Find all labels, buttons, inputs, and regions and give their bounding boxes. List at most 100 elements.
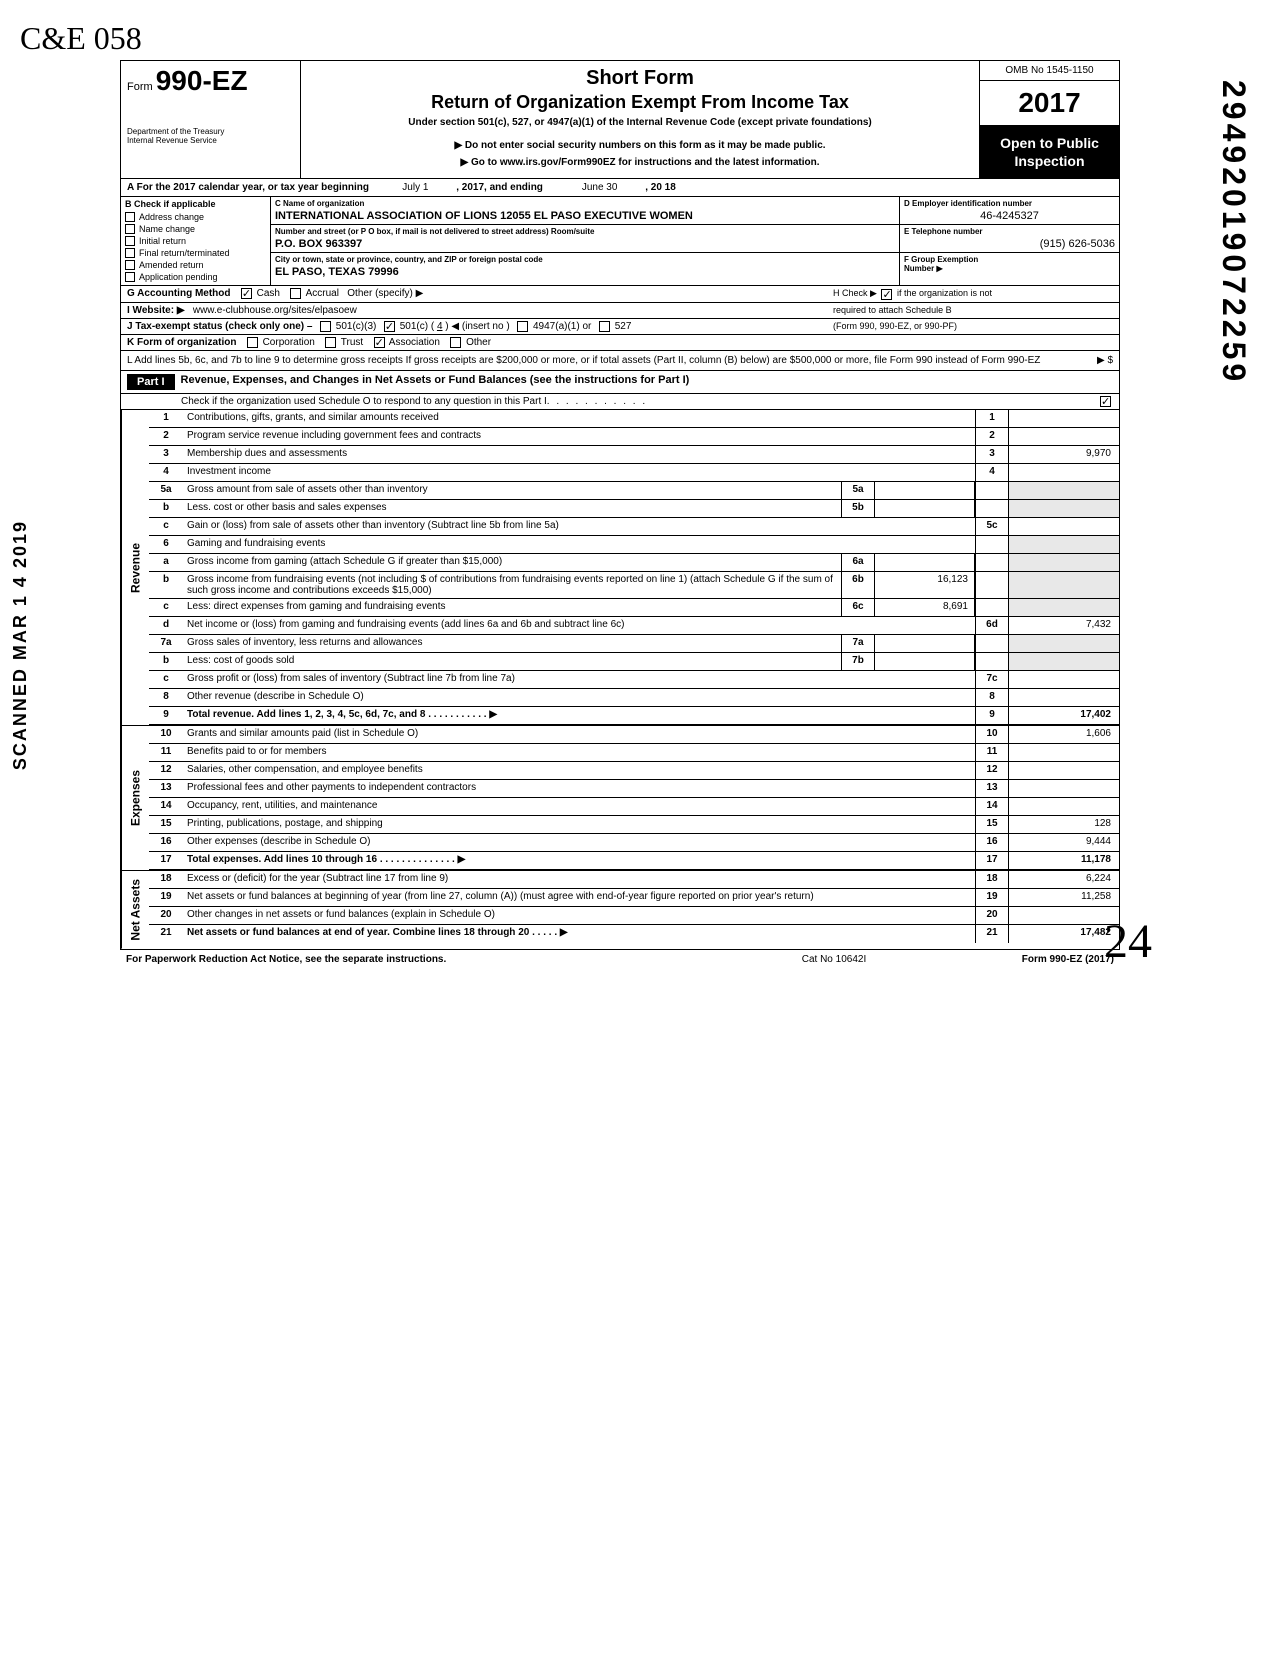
line-6c: cLess: direct expenses from gaming and f… bbox=[149, 599, 1119, 617]
revenue-section: Revenue 1Contributions, gifts, grants, a… bbox=[121, 410, 1119, 725]
line-8: 8Other revenue (describe in Schedule O)8 bbox=[149, 689, 1119, 707]
dln-vertical: 29492019072259 bbox=[1215, 80, 1252, 385]
group-exemption-number-label: Number ▶ bbox=[904, 264, 1115, 273]
phone-row: E Telephone number (915) 626-5036 bbox=[900, 225, 1119, 253]
row-l: L Add lines 5b, 6c, and 7b to line 9 to … bbox=[121, 351, 1119, 371]
year-bold: 17 bbox=[1050, 87, 1081, 118]
chk-accrual[interactable] bbox=[290, 288, 301, 299]
line-a-mid: , 2017, and ending bbox=[456, 182, 543, 193]
dept-treasury: Department of the Treasury bbox=[127, 127, 294, 136]
row-l-text: L Add lines 5b, 6c, and 7b to line 9 to … bbox=[127, 355, 1040, 366]
chk-corporation[interactable] bbox=[247, 337, 258, 348]
ein-value: 46-4245327 bbox=[904, 210, 1115, 222]
org-name-value: INTERNATIONAL ASSOCIATION OF LIONS 12055… bbox=[275, 210, 895, 222]
row-g: G Accounting Method Cash Accrual Other (… bbox=[121, 286, 1119, 302]
open-to-public: Open to Public Inspection bbox=[980, 126, 1119, 178]
chk-initial-return[interactable]: Initial return bbox=[125, 235, 266, 247]
chk-address-change[interactable]: Address change bbox=[125, 211, 266, 223]
accrual-label: Accrual bbox=[306, 289, 339, 300]
chk-cash[interactable] bbox=[241, 288, 252, 299]
group-exemption-row: F Group Exemption Number ▶ bbox=[900, 253, 1119, 275]
line-15: 15Printing, publications, postage, and s… bbox=[149, 816, 1119, 834]
col-c: C Name of organization INTERNATIONAL ASS… bbox=[271, 197, 899, 285]
expenses-section: Expenses 10Grants and similar amounts pa… bbox=[121, 725, 1119, 870]
col-def: D Employer identification number 46-4245… bbox=[899, 197, 1119, 285]
title-short-form: Short Form bbox=[311, 67, 969, 90]
h-check-label: H Check ▶ bbox=[833, 288, 877, 298]
tax-year-begin: July 1 bbox=[402, 182, 428, 193]
line-a: A For the 2017 calendar year, or tax yea… bbox=[121, 179, 1119, 197]
website-label: I Website: ▶ bbox=[127, 305, 185, 316]
ssn-warning: ▶ Do not enter social security numbers o… bbox=[311, 140, 969, 151]
h-text2: if the organization is not bbox=[897, 288, 992, 298]
line-10: 10Grants and similar amounts paid (list … bbox=[149, 726, 1119, 744]
row-h: H Check ▶ if the organization is not bbox=[833, 288, 1113, 299]
h-text4: (Form 990, 990-EZ, or 990-PF) bbox=[833, 321, 1113, 332]
line-12: 12Salaries, other compensation, and empl… bbox=[149, 762, 1119, 780]
chk-final-return[interactable]: Final return/terminated bbox=[125, 247, 266, 259]
row-j: J Tax-exempt status (check only one) – 5… bbox=[121, 319, 1119, 335]
chk-amended[interactable]: Amended return bbox=[125, 259, 266, 271]
501c3-label: 501(c)(3) bbox=[336, 321, 377, 332]
org-address-value: P.O. BOX 963397 bbox=[275, 238, 895, 250]
chk-501c[interactable] bbox=[384, 321, 395, 332]
row-l-arrow: ▶ $ bbox=[1097, 355, 1113, 366]
handwriting-bottom: 24 bbox=[1104, 914, 1152, 969]
org-name-label: C Name of organization bbox=[275, 199, 895, 208]
handwriting-topleft: C&E 058 bbox=[20, 20, 142, 57]
chk-501c3[interactable] bbox=[320, 321, 331, 332]
chk-name-change[interactable]: Name change bbox=[125, 223, 266, 235]
org-city-row: City or town, state or province, country… bbox=[271, 253, 899, 280]
chk-trust[interactable] bbox=[325, 337, 336, 348]
chk-schedule-o[interactable] bbox=[1100, 396, 1111, 407]
subtitle: Under section 501(c), 527, or 4947(a)(1)… bbox=[311, 117, 969, 128]
form-of-org-label: K Form of organization bbox=[127, 337, 236, 348]
501c-label: 501(c) ( bbox=[400, 321, 434, 332]
4947a1-label: 4947(a)(1) or bbox=[533, 321, 591, 332]
line-19: 19Net assets or fund balances at beginni… bbox=[149, 889, 1119, 907]
netassets-side-label: Net Assets bbox=[121, 871, 149, 949]
line-7a: 7aGross sales of inventory, less returns… bbox=[149, 635, 1119, 653]
revenue-side-label: Revenue bbox=[121, 410, 149, 725]
line-11: 11Benefits paid to or for members11 bbox=[149, 744, 1119, 762]
chk-527[interactable] bbox=[599, 321, 610, 332]
chk-other-org[interactable] bbox=[450, 337, 461, 348]
header-right: OMB No 1545-1150 2017 Open to Public Ins… bbox=[979, 61, 1119, 178]
line-7b: bLess: cost of goods sold7b bbox=[149, 653, 1119, 671]
other-method-label: Other (specify) ▶ bbox=[347, 289, 423, 300]
chk-application-pending[interactable]: Application pending bbox=[125, 271, 266, 283]
line-16: 16Other expenses (describe in Schedule O… bbox=[149, 834, 1119, 852]
tax-year: 2017 bbox=[980, 81, 1119, 126]
cash-label: Cash bbox=[257, 289, 280, 300]
chk-4947a1[interactable] bbox=[517, 321, 528, 332]
chk-schedule-b[interactable] bbox=[881, 289, 892, 300]
org-city-label: City or town, state or province, country… bbox=[275, 255, 895, 264]
line-2: 2Program service revenue including gover… bbox=[149, 428, 1119, 446]
form-number: 990-EZ bbox=[156, 65, 248, 96]
website-value: www.e-clubhouse.org/sites/elpasoew bbox=[193, 305, 357, 316]
org-city-value: EL PASO, TEXAS 79996 bbox=[275, 266, 895, 278]
col-b: B Check if applicable Address change Nam… bbox=[121, 197, 271, 285]
year-prefix: 20 bbox=[1018, 87, 1049, 118]
phone-value: (915) 626-5036 bbox=[904, 238, 1115, 250]
form-990ez: Form 990-EZ Department of the Treasury I… bbox=[120, 60, 1120, 950]
other-org-label: Other bbox=[466, 337, 491, 348]
scan-stamp: SCANNED MAR 1 4 2019 bbox=[10, 520, 31, 770]
org-address-row: Number and street (or P O box, if mail i… bbox=[271, 225, 899, 253]
line-21: 21Net assets or fund balances at end of … bbox=[149, 925, 1119, 943]
line-6: 6Gaming and fundraising events bbox=[149, 536, 1119, 554]
line-6d: dNet income or (loss) from gaming and fu… bbox=[149, 617, 1119, 635]
line-13: 13Professional fees and other payments t… bbox=[149, 780, 1119, 798]
footer-left: For Paperwork Reduction Act Notice, see … bbox=[126, 954, 734, 965]
col-b-header: B Check if applicable bbox=[125, 199, 266, 209]
tax-exempt-label: J Tax-exempt status (check only one) – bbox=[127, 321, 312, 332]
form-header: Form 990-EZ Department of the Treasury I… bbox=[121, 61, 1119, 179]
corporation-label: Corporation bbox=[263, 337, 315, 348]
line-6b: bGross income from fundraising events (n… bbox=[149, 572, 1119, 599]
omb-number: OMB No 1545-1150 bbox=[980, 61, 1119, 81]
group-exemption-label: F Group Exemption bbox=[904, 255, 1115, 264]
part1-title: Revenue, Expenses, and Changes in Net As… bbox=[175, 374, 690, 390]
chk-association[interactable] bbox=[374, 337, 385, 348]
inspection-line2: Inspection bbox=[984, 152, 1115, 170]
line-7c: cGross profit or (loss) from sales of in… bbox=[149, 671, 1119, 689]
